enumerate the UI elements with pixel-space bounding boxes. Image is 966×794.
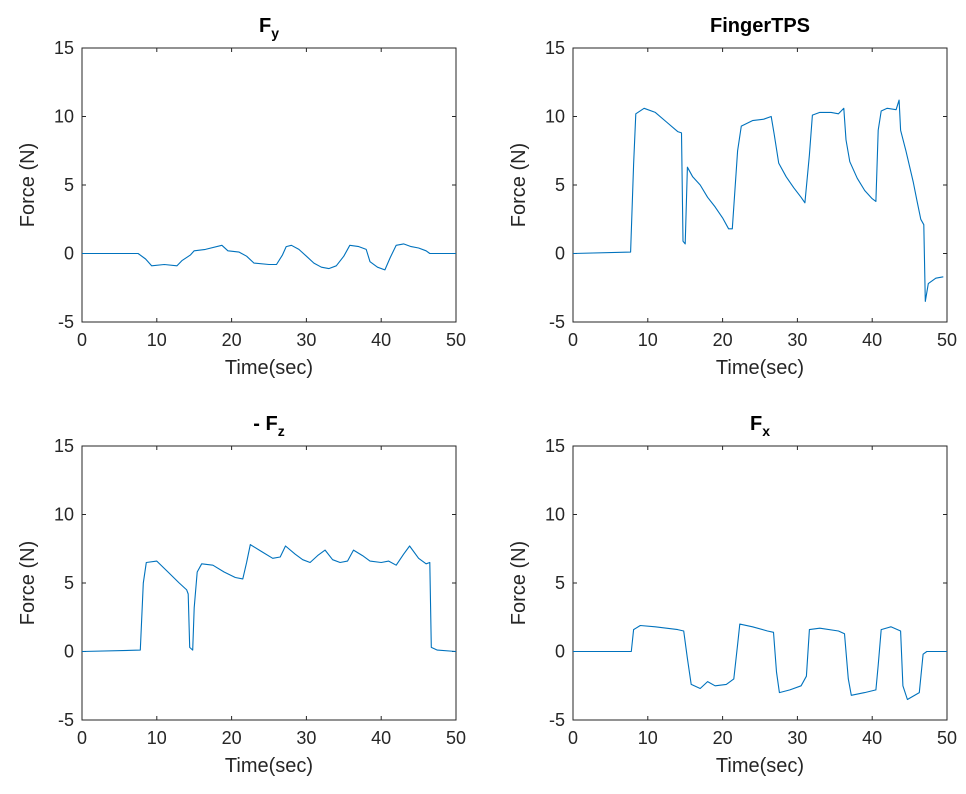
x-tick-label: 20 bbox=[713, 330, 733, 350]
x-tick-label: 40 bbox=[862, 330, 882, 350]
x-tick-label: 20 bbox=[713, 728, 733, 748]
x-tick-label: 20 bbox=[222, 330, 242, 350]
x-tick-label: 10 bbox=[638, 330, 658, 350]
x-tick-label: 50 bbox=[446, 728, 466, 748]
x-tick-label: 30 bbox=[296, 330, 316, 350]
chart-title: Fx bbox=[750, 413, 770, 439]
y-tick-label: 0 bbox=[64, 244, 74, 264]
y-tick-label: 15 bbox=[54, 436, 74, 456]
chart-title-text: F bbox=[259, 15, 271, 37]
y-axis-label: Force (N) bbox=[17, 541, 39, 625]
y-tick-label: -5 bbox=[549, 710, 565, 730]
y-tick-label: 15 bbox=[54, 38, 74, 58]
x-tick-label: 30 bbox=[787, 330, 807, 350]
y-tick-label: -5 bbox=[58, 710, 74, 730]
axes-box bbox=[572, 47, 948, 323]
y-tick-label: -5 bbox=[58, 312, 74, 332]
x-tick-label: 50 bbox=[937, 728, 957, 748]
y-tick-label: 5 bbox=[64, 573, 74, 593]
y-tick-label: 15 bbox=[545, 436, 565, 456]
axes-box bbox=[81, 47, 457, 323]
x-tick-label: 10 bbox=[147, 330, 167, 350]
chart-title-text: FingerTPS bbox=[710, 15, 810, 37]
y-tick-label: 10 bbox=[54, 107, 74, 127]
x-tick-label: 0 bbox=[568, 330, 578, 350]
y-axis-label: Force (N) bbox=[508, 143, 530, 227]
y-tick-label: 10 bbox=[545, 505, 565, 525]
y-tick-label: 10 bbox=[545, 107, 565, 127]
axes-box bbox=[572, 445, 948, 721]
series-line bbox=[572, 99, 944, 302]
x-axis-label: Time(sec) bbox=[225, 357, 313, 379]
x-tick-label: 0 bbox=[568, 728, 578, 748]
y-tick-label: 15 bbox=[545, 38, 565, 58]
y-tick-label: -5 bbox=[549, 312, 565, 332]
series-line bbox=[81, 544, 457, 653]
y-tick-label: 5 bbox=[555, 573, 565, 593]
x-tick-label: 10 bbox=[638, 728, 658, 748]
y-tick-label: 10 bbox=[54, 505, 74, 525]
y-tick-label: 5 bbox=[64, 175, 74, 195]
x-axis-label: Time(sec) bbox=[225, 755, 313, 777]
x-tick-label: 20 bbox=[222, 728, 242, 748]
x-axis-label: Time(sec) bbox=[716, 357, 804, 379]
x-axis-label: Time(sec) bbox=[716, 755, 804, 777]
y-tick-label: 5 bbox=[555, 175, 565, 195]
series-line bbox=[82, 243, 456, 271]
axes-box bbox=[81, 445, 457, 721]
chart-title: - Fz bbox=[253, 413, 284, 439]
y-axis-label: Force (N) bbox=[508, 541, 530, 625]
series-line bbox=[573, 623, 947, 701]
chart-title-subscript: z bbox=[278, 423, 285, 439]
y-axis-label: Force (N) bbox=[17, 143, 39, 227]
x-tick-label: 40 bbox=[371, 330, 391, 350]
y-tick-label: 0 bbox=[555, 642, 565, 662]
chart-title-subscript: x bbox=[762, 423, 770, 439]
x-tick-label: 50 bbox=[446, 330, 466, 350]
chart-title: FingerTPS bbox=[710, 15, 810, 37]
x-tick-label: 30 bbox=[296, 728, 316, 748]
x-tick-label: 30 bbox=[787, 728, 807, 748]
y-tick-label: 0 bbox=[555, 244, 565, 264]
x-tick-label: 0 bbox=[77, 728, 87, 748]
chart-title: Fy bbox=[259, 15, 279, 41]
x-tick-label: 0 bbox=[77, 330, 87, 350]
x-tick-label: 40 bbox=[862, 728, 882, 748]
x-tick-label: 50 bbox=[937, 330, 957, 350]
y-tick-label: 0 bbox=[64, 642, 74, 662]
x-tick-label: 10 bbox=[147, 728, 167, 748]
chart-title-text: F bbox=[750, 413, 762, 435]
chart-title-subscript: y bbox=[271, 25, 279, 41]
chart-title-text: - F bbox=[253, 413, 277, 435]
x-tick-label: 40 bbox=[371, 728, 391, 748]
